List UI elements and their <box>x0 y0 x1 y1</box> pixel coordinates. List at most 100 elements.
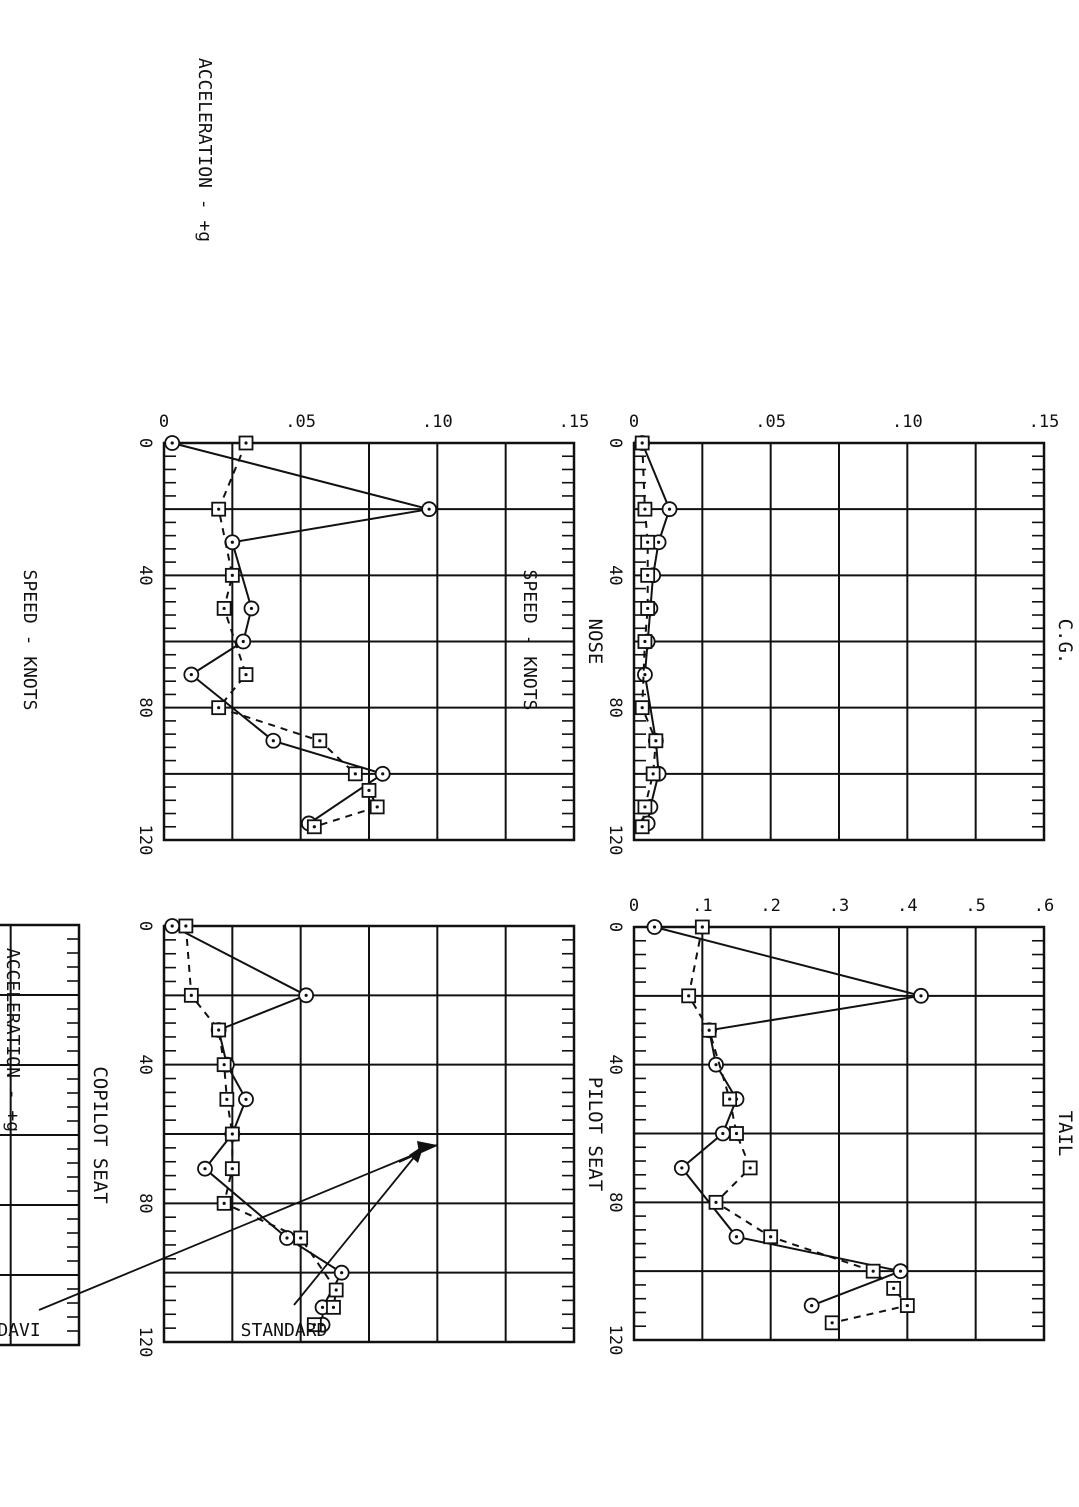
data-point-center <box>375 805 379 809</box>
series-line-standard <box>654 926 922 1307</box>
data-point-center <box>299 1236 303 1240</box>
chart-panel-c-g-: C.G. 0 40 80 120 0 .05 .10 .15 <box>605 412 1076 855</box>
x-tick-label: 120 <box>605 825 625 856</box>
series-line-standard <box>171 925 344 1325</box>
data-point-center <box>217 706 221 710</box>
panel-title: NOSE <box>584 619 606 665</box>
data-point-center <box>241 639 245 644</box>
annotation-standard: STANDARD <box>241 1320 328 1341</box>
data-point-center <box>892 1286 896 1290</box>
plot-frame <box>632 925 1046 1342</box>
data-point-center <box>334 1288 338 1292</box>
x-tick-label: 120 <box>135 825 155 856</box>
x-tick-label: 40 <box>605 1054 625 1074</box>
data-point-center <box>646 540 650 544</box>
arrow-davi <box>417 1141 437 1153</box>
data-point-center <box>640 441 644 445</box>
data-point-center <box>680 1166 684 1170</box>
plot-frame <box>0 923 81 1347</box>
data-point-center <box>643 672 647 677</box>
y-tick-label: .6 <box>1034 896 1054 916</box>
data-point-center <box>244 1097 248 1101</box>
data-point-center <box>643 639 647 644</box>
data-point-center <box>353 772 357 776</box>
y-tick-label: 0 <box>159 412 169 432</box>
y-tick-label: .05 <box>755 412 786 432</box>
series-line-standard <box>641 442 671 824</box>
data-point-center <box>646 606 650 611</box>
y-tick-label: .4 <box>897 896 917 916</box>
series-line-davi <box>184 925 338 1326</box>
y-tick-label: .10 <box>892 412 923 432</box>
data-point-center <box>427 507 431 511</box>
data-point-center <box>249 606 254 611</box>
data-point-center <box>222 606 226 611</box>
data-point-center <box>640 706 644 710</box>
data-point-center <box>320 1305 325 1309</box>
y-tick-label: .05 <box>285 412 316 432</box>
data-point-center <box>830 1321 834 1325</box>
data-point-center <box>381 772 385 776</box>
x-tick-label: 40 <box>135 1054 155 1074</box>
data-point-center <box>244 672 248 677</box>
x-axis-label-bottom: SPEED - KNOTS <box>19 570 40 711</box>
y-axis-label-top: ACCELERATION - +g <box>194 58 215 242</box>
data-point-center <box>769 1235 773 1239</box>
x-tick-label: 80 <box>605 697 625 717</box>
x-axis-label-top: SPEED - KNOTS <box>519 570 540 711</box>
data-point-center <box>331 1305 336 1309</box>
data-point-center <box>170 441 174 445</box>
panel-title: C.G. <box>1054 619 1076 665</box>
x-tick-label: 40 <box>135 565 155 585</box>
data-point-center <box>646 573 650 577</box>
chart-panel-tail: TAIL 0 40 80 120 0 .1 .2 .3 .4 .5 .6 <box>605 896 1076 1355</box>
data-point-center <box>734 1235 739 1239</box>
data-point-center <box>667 507 672 511</box>
data-point-center <box>643 507 647 511</box>
data-point-center <box>230 573 234 577</box>
data-point-center <box>871 1269 875 1273</box>
x-tick-label: 0 <box>605 438 625 448</box>
data-point-center <box>700 925 704 929</box>
data-point-center <box>810 1303 814 1308</box>
data-point-center <box>170 924 174 928</box>
data-point-center <box>651 772 655 776</box>
data-point-center <box>203 1167 207 1171</box>
data-point-center <box>714 1200 718 1204</box>
data-point-center <box>919 994 923 998</box>
data-point-center <box>285 1236 289 1240</box>
data-point-center <box>687 994 691 998</box>
x-tick-label: 80 <box>135 1193 155 1213</box>
data-point-center <box>304 993 308 997</box>
x-tick-label: 120 <box>135 1327 155 1358</box>
x-tick-label: 120 <box>605 1325 625 1356</box>
chart-panel-pilot-seat: PILOT SEAT 0 40 80 120 <box>135 918 606 1358</box>
x-tick-label: 0 <box>605 922 625 932</box>
data-point-center <box>657 540 661 544</box>
panel-title: COPILOT SEAT <box>89 1066 111 1203</box>
data-point-center <box>728 1097 732 1101</box>
data-point-center <box>654 739 658 743</box>
chart-panel-nose: NOSE 0 40 80 120 0 .05 .10 .15 <box>135 412 606 855</box>
data-point-center <box>312 1323 316 1327</box>
data-point-center <box>898 1269 903 1273</box>
plot-frame <box>632 441 1046 842</box>
x-tick-label: 80 <box>135 697 155 717</box>
data-point-center <box>230 540 234 544</box>
data-point-center <box>340 1271 344 1275</box>
data-point-center <box>652 925 657 929</box>
data-point-center <box>189 672 193 677</box>
y-tick-label: .5 <box>965 896 985 916</box>
x-tick-label: 0 <box>135 921 155 931</box>
data-point-center <box>640 825 644 829</box>
data-point-center <box>222 1063 226 1067</box>
y-tick-label: .3 <box>829 896 849 916</box>
x-tick-label: 0 <box>135 438 155 448</box>
data-point-center <box>217 507 221 511</box>
data-point-center <box>643 805 647 809</box>
data-point-center <box>222 1201 226 1205</box>
y-tick-label: .1 <box>692 896 712 916</box>
data-point-center <box>189 993 193 997</box>
data-point-center <box>230 1132 234 1136</box>
